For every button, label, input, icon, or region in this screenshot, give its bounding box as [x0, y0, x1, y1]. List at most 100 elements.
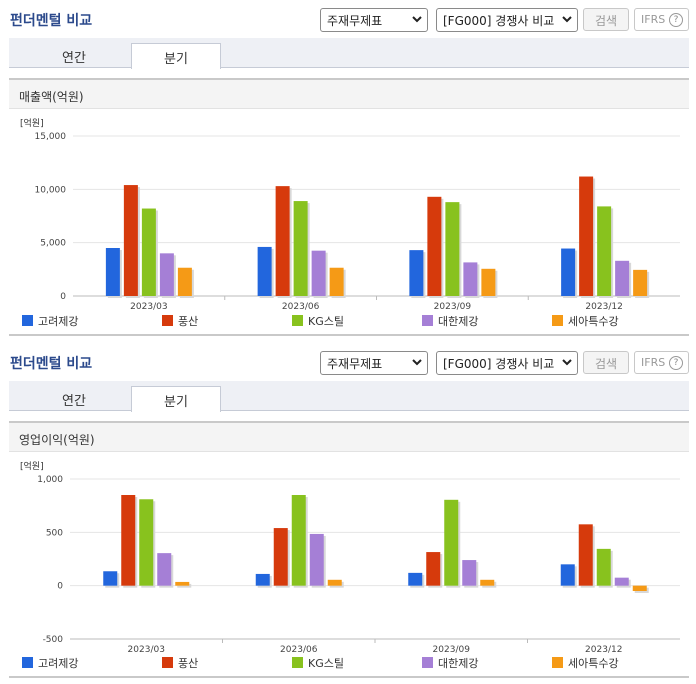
bar[interactable] [293, 201, 308, 296]
x-tick-label: 2023/06 [280, 645, 318, 655]
x-tick-label: 2023/12 [585, 302, 622, 312]
compare-select[interactable]: [FG000] 경쟁사 비교 [436, 8, 578, 32]
tab-quarterly[interactable]: 분기 [131, 386, 221, 412]
bar[interactable] [579, 176, 594, 296]
legend-label: 대한제강 [438, 657, 479, 670]
legend-swatch [552, 657, 563, 668]
bar[interactable] [123, 185, 138, 296]
chevron-down-icon [562, 16, 572, 23]
compare-select[interactable]: [FG000] 경쟁사 비교 [436, 351, 578, 375]
bar[interactable] [578, 524, 593, 586]
period-tabs: 연간 분기 [9, 38, 689, 69]
ifrs-label: IFRS [641, 356, 666, 369]
bar[interactable] [139, 499, 154, 586]
legend-item[interactable]: 풍산 [162, 655, 198, 671]
bar[interactable] [177, 267, 192, 296]
legend-swatch [162, 315, 173, 326]
legend-swatch [422, 657, 433, 668]
bar[interactable] [427, 196, 442, 296]
chevron-down-icon [412, 16, 422, 23]
ifrs-help-button[interactable]: IFRS ? [634, 351, 689, 374]
period-tabs: 연간 분기 [9, 381, 689, 412]
bar[interactable] [596, 548, 611, 586]
section-title: 펀더멘털 비교 [10, 13, 93, 29]
bar[interactable] [615, 260, 630, 296]
x-tick-label: 2023/09 [433, 645, 471, 655]
legend-label: 고려제강 [38, 657, 79, 670]
bar[interactable] [462, 560, 477, 586]
chart-panel: 매출액(억원) [9, 78, 689, 109]
y-tick-label: 5,000 [40, 239, 66, 249]
search-button[interactable]: 검색 [583, 8, 629, 31]
statement-select[interactable]: 주재무제표 [320, 8, 428, 32]
bar[interactable] [329, 267, 344, 296]
legend-item[interactable]: 세아특수강 [552, 655, 619, 671]
legend-item[interactable]: KG스틸 [292, 313, 344, 329]
legend-label: 세아특수강 [568, 315, 619, 328]
bar[interactable] [103, 571, 118, 586]
bar[interactable] [291, 495, 306, 586]
y-tick-label: 500 [46, 528, 63, 538]
bar[interactable] [275, 186, 290, 296]
x-tick-label: 2023/06 [282, 302, 320, 312]
bar[interactable] [257, 246, 272, 296]
operating-profit-chart: [억원] -500 0 500 1,000 2023/03 2023/06 2023/09 20… [20, 460, 680, 655]
tab-annual[interactable]: 연간 [62, 394, 86, 409]
bar[interactable] [426, 552, 441, 586]
bar[interactable] [560, 564, 575, 586]
divider [9, 334, 689, 336]
bar[interactable] [105, 248, 120, 296]
divider [9, 676, 689, 678]
bar[interactable] [157, 553, 172, 586]
bar[interactable] [311, 250, 326, 296]
bar-shadow [177, 583, 192, 588]
chart-legend: 고려제강 풍산 KG스틸 대한제강 세아특수강 [22, 655, 682, 671]
bar[interactable] [408, 572, 423, 586]
y-tick-label: 1,000 [37, 475, 63, 485]
bar[interactable] [463, 262, 478, 296]
legend-label: 대한제강 [438, 315, 479, 328]
unit-label: [억원] [20, 460, 44, 472]
chart-legend: 고려제강 풍산 KG스틸 대한제강 세아특수강 [22, 313, 682, 329]
bar[interactable] [309, 533, 324, 586]
bar[interactable] [632, 585, 647, 591]
bar[interactable] [480, 579, 495, 586]
bar[interactable] [159, 253, 174, 296]
section-operating-profit: 펀더멘털 비교 주재무제표 [FG000] 경쟁사 비교 검색 IFRS ? 연… [0, 343, 696, 678]
tab-annual[interactable]: 연간 [62, 51, 86, 66]
bar[interactable] [561, 248, 576, 296]
ifrs-help-button[interactable]: IFRS ? [634, 8, 689, 31]
bar[interactable] [633, 269, 648, 296]
legend-swatch [22, 315, 33, 326]
legend-item[interactable]: 풍산 [162, 313, 198, 329]
bar[interactable] [445, 202, 460, 296]
bar[interactable] [614, 577, 629, 586]
legend-item[interactable]: 고려제강 [22, 313, 78, 329]
revenue-chart: [억원] 0 5,000 10,000 15,000 2023/03 2023/06 2023… [20, 117, 680, 312]
y-tick-label: 15,000 [35, 132, 67, 142]
legend-swatch [422, 315, 433, 326]
section-title: 펀더멘털 비교 [10, 356, 93, 372]
bar[interactable] [121, 495, 136, 586]
bar[interactable] [409, 250, 424, 296]
chart-panel: 영업이익(억원) [9, 421, 689, 452]
chevron-down-icon [562, 359, 572, 366]
tab-quarterly[interactable]: 분기 [131, 43, 221, 69]
bar[interactable] [141, 208, 156, 296]
y-tick-label: 10,000 [35, 185, 67, 195]
legend-item[interactable]: 대한제강 [422, 655, 478, 671]
bar[interactable] [327, 579, 342, 586]
bar[interactable] [597, 206, 612, 296]
bar[interactable] [175, 581, 190, 586]
bar[interactable] [444, 499, 459, 586]
legend-item[interactable]: 고려제강 [22, 655, 78, 671]
legend-item[interactable]: 세아특수강 [552, 313, 619, 329]
bar[interactable] [481, 268, 496, 296]
help-icon: ? [669, 13, 683, 27]
legend-item[interactable]: KG스틸 [292, 655, 344, 671]
legend-item[interactable]: 대한제강 [422, 313, 478, 329]
bar[interactable] [255, 573, 270, 586]
bar[interactable] [273, 528, 288, 586]
statement-select[interactable]: 주재무제표 [320, 351, 428, 375]
search-button[interactable]: 검색 [583, 351, 629, 374]
